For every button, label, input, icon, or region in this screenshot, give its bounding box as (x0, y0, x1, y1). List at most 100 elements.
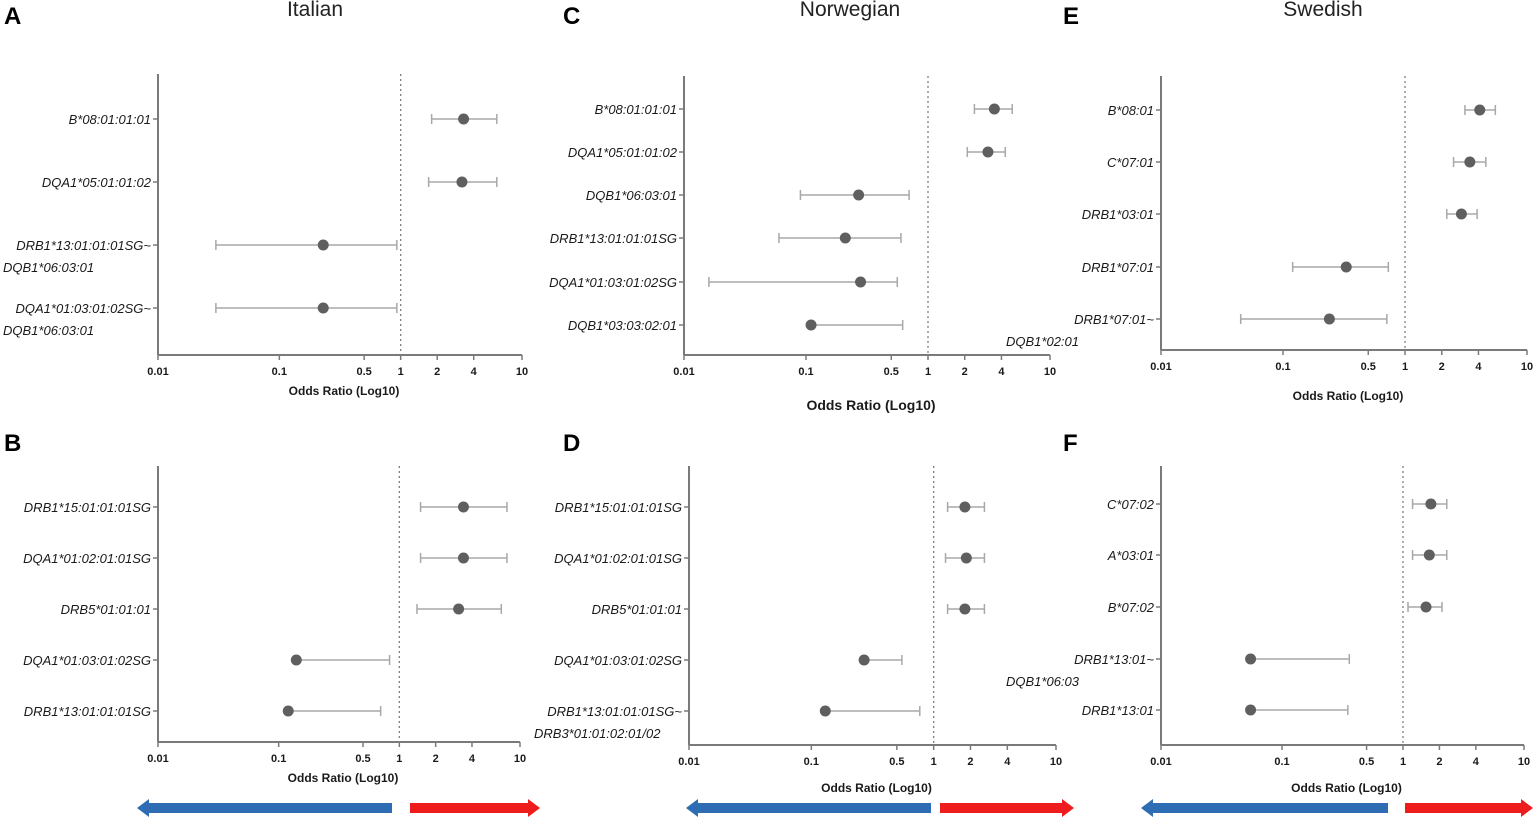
x-tick-label: 0.5 (884, 366, 899, 378)
column-title-swedish: Swedish (1283, 0, 1363, 21)
x-tick-label: 1 (1402, 361, 1408, 373)
row-label: DRB1*13:01:01:01SG (550, 231, 677, 246)
row-label: DRB1*03:01 (1082, 207, 1154, 222)
x-tick-label: 4 (1473, 756, 1480, 768)
odds-ratio-point (839, 232, 851, 244)
odds-ratio-point (988, 103, 1000, 115)
x-tick-label: 10 (516, 366, 528, 378)
row-label: A*03:01 (1107, 548, 1154, 563)
odds-ratio-point (1464, 156, 1476, 168)
row-label: DQA1*05:01:01:02 (568, 145, 678, 160)
odds-ratio-point (1423, 549, 1435, 561)
row-label: DRB1*13:01~ (1074, 652, 1154, 667)
row-label: DQB1*03:03:02:01 (568, 318, 677, 333)
x-tick-label: 1 (398, 366, 404, 378)
panel-letter-a: A (4, 3, 22, 30)
x-tick-label: 4 (998, 366, 1005, 378)
x-tick-label: 0.01 (147, 753, 168, 765)
odds-ratio-point (282, 705, 294, 717)
odds-ratio-point (453, 603, 465, 615)
x-tick-label: 0.5 (889, 756, 904, 768)
row-label: C*07:02 (1107, 497, 1155, 512)
odds-ratio-point (317, 239, 329, 251)
x-tick-label: 4 (1004, 756, 1011, 768)
x-tick-label: 0.1 (272, 366, 287, 378)
panel-letter-f: F (1063, 430, 1078, 457)
x-tick-label: 0.1 (798, 366, 813, 378)
odds-ratio-point (959, 501, 971, 513)
protective-arrow (686, 799, 931, 817)
odds-ratio-point (858, 654, 870, 666)
x-tick-label: 0.01 (673, 366, 694, 378)
x-tick-label: 2 (434, 366, 440, 378)
odds-ratio-point (456, 176, 468, 188)
row-label: DRB1*07:01~ (1074, 312, 1154, 327)
odds-ratio-point (1420, 601, 1432, 613)
forest-plot-c: 0.01 0.1 0.5 1 2 4 10 Odds Ratio (Log10) B*08:01… (549, 76, 1056, 413)
panel-letter-e: E (1063, 3, 1080, 30)
odds-ratio-point (1340, 261, 1352, 273)
x-tick-label: 4 (471, 366, 478, 378)
row-label: DQA1*05:01:01:02 (42, 175, 152, 190)
x-tick-label: 2 (967, 756, 973, 768)
x-tick-label: 0.01 (1150, 361, 1171, 373)
row-label: B*07:02 (1108, 600, 1155, 615)
forest-plot-d: 0.01 0.1 0.5 1 2 4 10 Odds Ratio (Log10) DRB1*15… (534, 466, 1062, 795)
protective-arrow (137, 799, 392, 817)
x-tick-label: 10 (1518, 756, 1530, 768)
panel-letter-c: C (563, 3, 581, 30)
row-label: DRB1*13:01:01:01SG~ (547, 704, 682, 719)
x-tick-label: 0.5 (355, 753, 370, 765)
x-tick-label: 0.01 (147, 366, 168, 378)
x-axis-title: Odds Ratio (Log10) (1291, 781, 1402, 795)
row-label: DQB1*06:03:01 (586, 188, 677, 203)
x-tick-label: 4 (469, 753, 476, 765)
row-label: DRB1*13:01 (1082, 703, 1154, 718)
risk-arrow (410, 799, 540, 817)
odds-ratio-point (1474, 104, 1486, 116)
x-tick-label: 0.01 (678, 756, 699, 768)
row-label: DQA1*01:03:01:02SG (549, 275, 677, 290)
x-tick-label: 0.1 (1275, 361, 1290, 373)
row-label: DRB1*13:01:01:01SG~ (16, 238, 151, 253)
row-label: DQB1*06:03:01 (3, 323, 94, 338)
odds-ratio-point (1425, 498, 1437, 510)
x-tick-label: 0.5 (1359, 756, 1374, 768)
row-label: DRB3*01:01:02:01/02 (534, 726, 661, 741)
odds-ratio-point (819, 705, 831, 717)
x-axis-title: Odds Ratio (Log10) (288, 771, 399, 785)
odds-ratio-point (457, 501, 469, 513)
x-tick-label: 2 (962, 366, 968, 378)
row-label: DQA1*01:03:01:02SG~ (15, 301, 151, 316)
x-tick-label: 1 (1400, 756, 1406, 768)
odds-ratio-point (855, 276, 867, 288)
odds-ratio-point (1245, 704, 1257, 716)
protective-arrow (1141, 799, 1388, 817)
row-label: DRB1*15:01:01:01SG (555, 500, 682, 515)
x-axis-title: Odds Ratio (Log10) (1293, 389, 1404, 403)
risk-arrow (1405, 799, 1533, 817)
forest-plot-a: 0.01 0.1 0.5 1 2 4 10 Odds Ratio (Log10) B*08:01… (3, 74, 528, 398)
x-tick-label: 10 (514, 753, 526, 765)
column-title-norwegian: Norwegian (799, 0, 901, 21)
odds-ratio-point (458, 113, 470, 125)
x-tick-label: 2 (1436, 756, 1442, 768)
x-tick-label: 10 (1044, 366, 1056, 378)
x-tick-label: 10 (1050, 756, 1062, 768)
row-label: DQA1*01:03:01:02SG (554, 653, 682, 668)
forest-plot-b: 0.01 0.1 0.5 1 2 4 10 Odds Ratio (Log10) DRB1*15… (23, 466, 526, 785)
x-tick-label: 0.5 (356, 366, 371, 378)
odds-ratio-point (1455, 208, 1467, 220)
column-title-italian: Italian (286, 0, 344, 21)
x-tick-label: 0.5 (1361, 361, 1376, 373)
row-label: DRB5*01:01:01 (61, 602, 151, 617)
forest-plot-f: 0.01 0.1 0.5 1 2 4 10 Odds Ratio (Log10) C*07:02… (1006, 466, 1530, 795)
row-label: DQB1*06:03 (1006, 674, 1080, 689)
odds-ratio-point (982, 146, 994, 158)
odds-ratio-point (853, 189, 865, 201)
odds-ratio-point (805, 319, 817, 331)
x-tick-label: 1 (396, 753, 402, 765)
x-tick-label: 0.01 (1150, 756, 1171, 768)
panel-letter-b: B (4, 430, 22, 457)
